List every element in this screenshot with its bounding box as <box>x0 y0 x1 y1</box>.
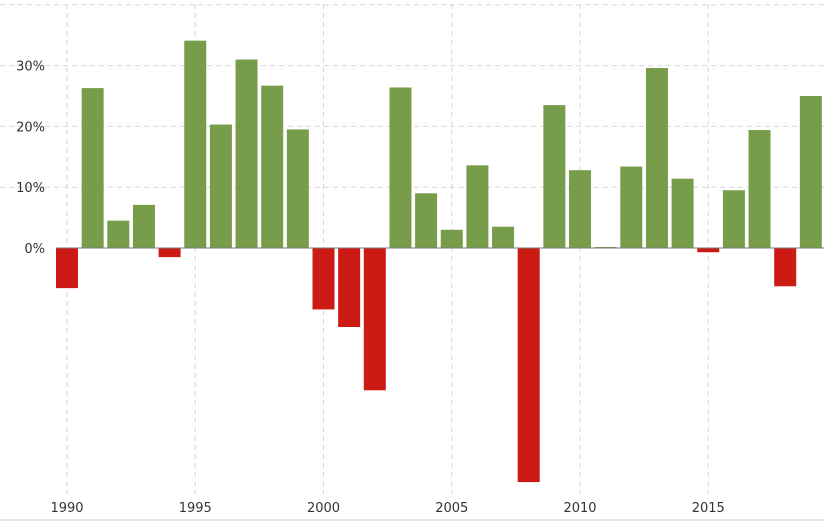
bar-2018 <box>774 248 797 287</box>
bar-1993 <box>132 204 155 248</box>
bar-2003 <box>389 87 412 248</box>
y-tick-label: 20% <box>16 120 45 135</box>
bar-2015 <box>697 248 720 253</box>
x-tick-label: 1995 <box>179 501 212 516</box>
bar-2017 <box>748 130 771 248</box>
bar-2009 <box>543 105 566 249</box>
axes: 0% 10% 20% 30% 1990 1995 2000 2005 2010 2015 <box>0 60 824 521</box>
bar-1999 <box>286 129 309 248</box>
bar-1990 <box>56 248 78 289</box>
bar-2007 <box>492 226 515 248</box>
bar-2012 <box>620 166 643 248</box>
bar-2013 <box>645 68 668 248</box>
y-tick-label: 30% <box>16 60 45 75</box>
bar-2010 <box>569 170 591 248</box>
bars <box>56 40 822 483</box>
bar-2004 <box>415 193 438 248</box>
x-tick-label: 2010 <box>563 501 596 516</box>
bar-2019 <box>799 96 822 248</box>
bar-1994 <box>158 248 181 258</box>
bar-2008 <box>517 248 540 483</box>
bar-1997 <box>235 59 258 248</box>
bar-1995 <box>184 40 207 249</box>
y-tick-label: 0% <box>24 242 45 257</box>
bar-1991 <box>81 88 104 248</box>
y-tick-label: 10% <box>16 181 45 196</box>
bar-2001 <box>338 248 361 328</box>
bar-1992 <box>107 220 130 248</box>
bar-2002 <box>363 248 386 391</box>
bar-2014 <box>671 178 694 248</box>
bar-2006 <box>466 165 489 248</box>
bar-2000 <box>312 248 335 310</box>
x-tick-label: 1990 <box>50 501 83 516</box>
bar-2016 <box>722 190 745 248</box>
bar-1998 <box>261 85 284 248</box>
x-tick-label: 2005 <box>435 501 468 516</box>
x-tick-label: 2015 <box>692 501 725 516</box>
bar-2005 <box>440 229 463 248</box>
bar-1996 <box>209 124 232 248</box>
x-tick-label: 2000 <box>307 501 340 516</box>
